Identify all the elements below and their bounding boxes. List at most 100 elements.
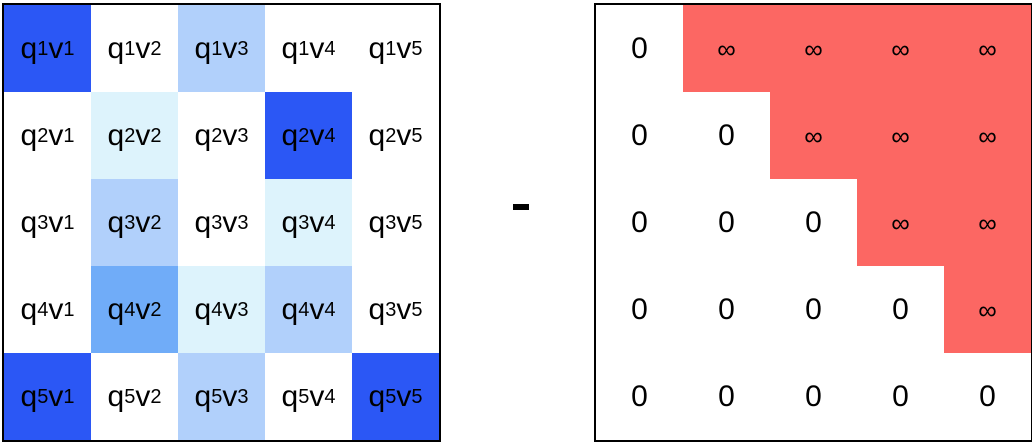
q-label: q: [20, 118, 38, 152]
q-label: q: [194, 379, 212, 413]
mask-zero-cell: 0: [805, 292, 822, 326]
v-label: v: [222, 31, 238, 65]
mask-infinity-cell: ∞: [944, 92, 1031, 179]
mask-infinity-cell: ∞: [857, 5, 944, 92]
q-label: q: [194, 118, 212, 152]
v-label: v: [135, 31, 151, 65]
mask-infinity-cell: ∞: [857, 179, 944, 266]
mask-infinity-cell: ∞: [944, 266, 1031, 353]
mask-zero-cell: 0: [892, 292, 909, 326]
q-label: q: [281, 31, 299, 65]
v-label: v: [309, 292, 325, 326]
v-label: v: [309, 379, 325, 413]
mask-infinity-cell: ∞: [944, 179, 1031, 266]
q-label: q: [368, 31, 386, 65]
q-label: q: [20, 292, 38, 326]
q-label: q: [281, 379, 299, 413]
mask-zero-cell: 0: [718, 379, 735, 413]
minus-sign: [513, 204, 529, 210]
q-label: q: [107, 205, 125, 239]
mask-zero-cell: 0: [631, 379, 648, 413]
v-label: v: [48, 379, 64, 413]
q-label: q: [20, 205, 38, 239]
q-label: q: [368, 292, 386, 326]
q-label: q: [194, 292, 212, 326]
v-label: v: [222, 379, 238, 413]
v-label: v: [396, 292, 412, 326]
q-label: q: [107, 292, 125, 326]
v-label: v: [48, 118, 64, 152]
mask-zero-cell: 0: [718, 205, 735, 239]
q-label: q: [281, 118, 299, 152]
q-label: q: [20, 31, 38, 65]
v-label: v: [396, 31, 412, 65]
mask-infinity-cell: ∞: [770, 92, 857, 179]
q-label: q: [368, 118, 386, 152]
mask-infinity-cell: ∞: [683, 5, 770, 92]
q-label: q: [194, 205, 212, 239]
q-label: q: [107, 118, 125, 152]
causal-mask-matrix: 0 ∞ ∞ ∞ ∞ 0 0 ∞ ∞ ∞ 0 0 0 ∞ ∞ 0 0 0 0 ∞ 0 0 0 0 0: [594, 3, 1032, 442]
mask-zero-cell: 0: [979, 379, 996, 413]
v-label: v: [48, 205, 64, 239]
v-label: v: [396, 118, 412, 152]
q-label: q: [281, 205, 299, 239]
v-label: v: [309, 31, 325, 65]
v-label: v: [135, 379, 151, 413]
v-label: v: [48, 31, 64, 65]
q-label: q: [368, 205, 386, 239]
v-label: v: [222, 205, 238, 239]
v-label: v: [135, 292, 151, 326]
minus-operator: [509, 204, 533, 212]
mask-zero-cell: 0: [631, 205, 648, 239]
v-label: v: [309, 118, 325, 152]
q-label: q: [107, 31, 125, 65]
v-label: v: [396, 205, 412, 239]
mask-infinity-cell: ∞: [770, 5, 857, 92]
q-label: q: [107, 379, 125, 413]
mask-zero-cell: 0: [631, 31, 648, 65]
v-label: v: [396, 379, 412, 413]
mask-zero-cell: 0: [805, 379, 822, 413]
v-label: v: [309, 205, 325, 239]
v-label: v: [135, 205, 151, 239]
mask-zero-cell: 0: [892, 379, 909, 413]
v-label: v: [135, 118, 151, 152]
q-label: q: [194, 31, 212, 65]
q-label: q: [281, 292, 299, 326]
q-label: q: [20, 379, 38, 413]
mask-zero-cell: 0: [718, 118, 735, 152]
mask-zero-cell: 0: [805, 205, 822, 239]
mask-zero-cell: 0: [718, 292, 735, 326]
mask-zero-cell: 0: [631, 292, 648, 326]
mask-infinity-cell: ∞: [857, 92, 944, 179]
mask-infinity-cell: ∞: [944, 5, 1031, 92]
v-label: v: [48, 292, 64, 326]
